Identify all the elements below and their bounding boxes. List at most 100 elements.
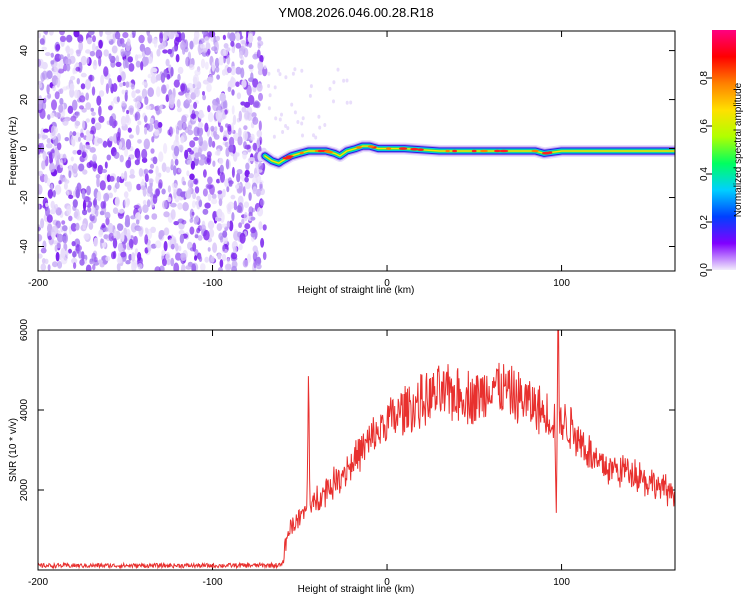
heatmap-noise-cell: [67, 53, 71, 59]
heatmap-noise-cell: [136, 95, 143, 101]
heatmap-noise-cell: [204, 256, 209, 263]
heatmap-noise-cell: [235, 184, 240, 189]
heatmap-noise-cell: [163, 143, 168, 154]
heatmap-noise-cell: [116, 38, 123, 47]
heatmap-noise-cell: [256, 263, 262, 270]
heatmap-noise-cell: [66, 63, 71, 72]
heatmap-noise-cell: [190, 113, 197, 119]
heatmap-noise-cell: [92, 35, 96, 43]
heatmap-noise-cell: [82, 144, 86, 151]
heatmap-noise-cell: [68, 248, 72, 254]
heatmap-noise-cell: [170, 202, 177, 208]
heatmap-noise-cell: [155, 240, 162, 249]
heatmap-noise-cell: [203, 169, 207, 178]
heatmap-noise-cell: [130, 83, 135, 90]
heatmap-noise-cell: [141, 148, 148, 160]
heatmap-noise-cell: [258, 221, 263, 230]
heatmap-noise-cell: [178, 230, 185, 235]
heatmap-noise-cell: [222, 244, 226, 252]
heatmap-noise-cell: [88, 31, 95, 36]
heatmap-noise-cell: [131, 90, 136, 99]
heatmap-noise-cell: [50, 149, 55, 154]
heatmap-noise-cell: [167, 196, 172, 203]
heatmap-noise-cell: [170, 209, 176, 220]
heatmap-noise-cell: [256, 206, 264, 217]
heatmap-noise-cell: [225, 158, 230, 170]
heatmap-noise-cell: [62, 86, 68, 91]
heatmap-noise-cell: [236, 152, 240, 157]
heatmap-noise-cell: [54, 184, 62, 195]
heatmap-noise-cell: [150, 148, 155, 154]
heatmap-noise-cell: [42, 151, 47, 161]
heatmap-noise-cell: [81, 251, 85, 261]
heatmap-noise-cell: [107, 184, 112, 191]
heatmap-noise-cell: [215, 35, 220, 42]
heatmap-noise-cell: [98, 39, 103, 49]
heatmap-noise-cell: [54, 203, 59, 211]
heatmap-noise-cell: [235, 32, 241, 42]
heatmap-noise-cell: [62, 118, 69, 126]
heatmap-noise-cell: [47, 114, 51, 120]
heatmap-noise-cell: [79, 95, 86, 103]
heatmap-noise-cell: [108, 53, 112, 60]
heatmap-noise-cell: [72, 67, 76, 75]
heatmap-noise-cell: [181, 219, 187, 225]
heatmap-noise-cell: [124, 92, 128, 102]
heatmap-noise-cell: [72, 163, 78, 174]
heatmap-noise-cell: [267, 84, 271, 88]
heatmap-noise-cell: [144, 46, 151, 56]
heatmap-noise-cell: [145, 105, 152, 110]
heatmap-noise-cell: [39, 38, 45, 45]
heatmap-noise-cell: [138, 168, 144, 177]
heatmap-noise-cell: [241, 218, 245, 225]
heatmap-noise-cell: [281, 130, 285, 134]
heatmap-noise-cell: [273, 85, 277, 90]
heatmap-noise-cell: [48, 31, 54, 36]
snr-y-axis-label: SNR (10 * v/v): [8, 418, 19, 482]
heatmap-noise-cell: [93, 237, 99, 247]
heatmap-y-tick-label: 40: [19, 45, 30, 57]
heatmap-noise-cell: [228, 182, 233, 187]
heatmap-noise-cell: [194, 87, 200, 98]
heatmap-noise-cell: [205, 183, 212, 190]
heatmap-noise-cell: [144, 214, 150, 220]
heatmap-noise-cell: [86, 162, 92, 169]
heatmap-noise-cell: [72, 251, 77, 258]
heatmap-noise-cell: [286, 126, 290, 131]
heatmap-frame: [37, 30, 676, 272]
heatmap-noise-cell: [244, 176, 249, 183]
heatmap-noise-cell: [238, 243, 243, 251]
heatmap-noise-cell: [184, 190, 192, 199]
heatmap-noise-cell: [180, 41, 186, 51]
colorbar-label: Normalized spectral amplitude: [733, 82, 744, 217]
heatmap-noise-cell: [120, 251, 127, 258]
heatmap-noise-cell: [200, 43, 205, 49]
heatmap-noise-cell: [118, 141, 123, 150]
heatmap-noise-cell: [91, 111, 96, 117]
heatmap-noise-cell: [179, 234, 185, 244]
heatmap-noise-cell: [55, 251, 60, 262]
heatmap-noise-cell: [144, 234, 149, 245]
heatmap-noise-cell: [226, 54, 231, 65]
heatmap-noise-cell: [189, 218, 194, 223]
heatmap-noise-cell: [98, 229, 104, 236]
heatmap-noise-cell: [231, 212, 235, 222]
heatmap-noise-cell: [75, 111, 81, 117]
heatmap-noise-cell: [207, 112, 214, 123]
heatmap-noise-cell: [180, 32, 186, 41]
heatmap-noise-cell: [200, 154, 206, 161]
heatmap-noise-cell: [140, 61, 144, 71]
heatmap-noise-cell: [196, 195, 201, 201]
heatmap-noise-cell: [68, 170, 72, 179]
heatmap-noise-cell: [47, 235, 53, 241]
heatmap-noise-cell: [76, 149, 82, 155]
heatmap-noise-cell: [42, 97, 47, 104]
heatmap-noise-cell: [208, 136, 213, 148]
heatmap-noise-cell: [136, 183, 142, 191]
heatmap-noise-cell: [130, 215, 136, 220]
snr-ticks: -200 -100 0 100 2000 4000 6000: [19, 318, 675, 588]
heatmap-noise-cell: [129, 174, 136, 179]
heatmap-noise-cell: [219, 259, 224, 268]
heatmap-noise-cell: [92, 199, 96, 206]
